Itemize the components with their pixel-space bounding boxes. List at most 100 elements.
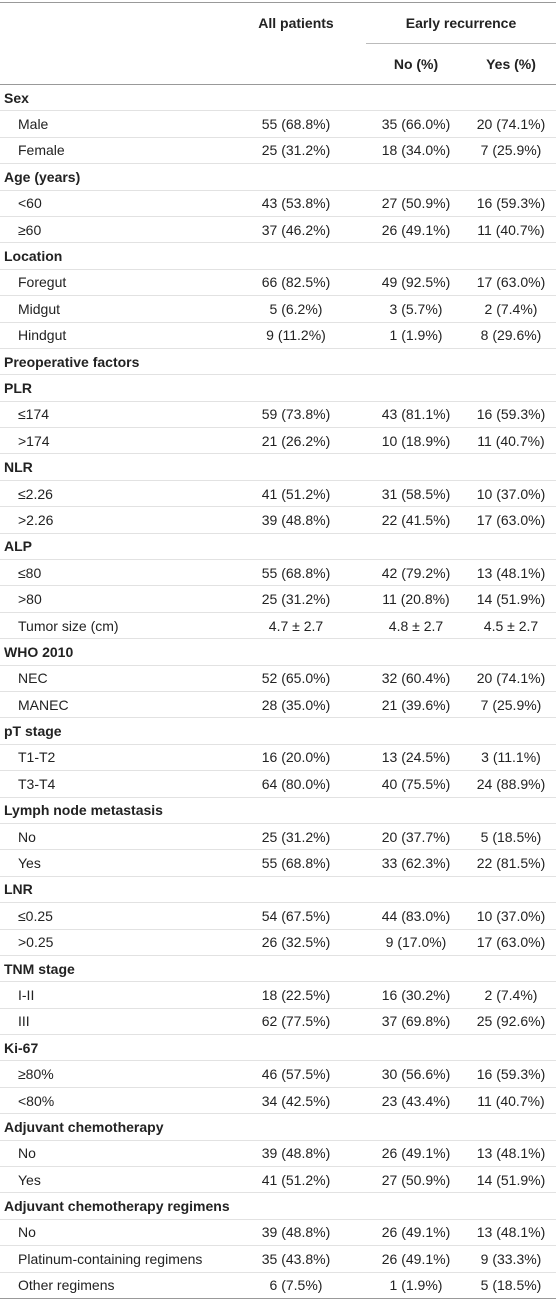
value-cell: 20 (37.7%) [381, 828, 451, 845]
table-row: <80% 34 (42.5%) 23 (43.4%) 11 (40.7%) [0, 1087, 556, 1114]
value-cell: 27 (50.9%) [381, 1171, 451, 1188]
value-cell: 5 (18.5%) [480, 1277, 542, 1294]
table-row: ALP [0, 533, 556, 560]
value-cell: 41 (51.2%) [261, 485, 331, 502]
table-body: Sex Male 55 (68.8%) 35 (66.0%) 20 (74.1%) Fem… [0, 85, 556, 1299]
row-label: NEC [18, 670, 48, 687]
value-cell: 16 (20.0%) [261, 749, 331, 766]
table-row: Adjuvant chemotherapy [0, 1114, 556, 1141]
table-row: ≥60 37 (46.2%) 26 (49.1%) 11 (40.7%) [0, 216, 556, 243]
value-cell: 11 (40.7%) [477, 432, 545, 449]
section-label: TNM stage [4, 960, 75, 977]
value-cell: 18 (22.5%) [261, 986, 331, 1003]
header-cell: No (%) [393, 56, 439, 72]
value-cell: 55 (68.8%) [261, 855, 331, 872]
value-cell: 33 (62.3%) [381, 855, 451, 872]
table-row: >0.25 26 (32.5%) 9 (17.0%) 17 (63.0%) [0, 929, 556, 956]
value-cell: 4.8 ± 2.7 [388, 617, 444, 634]
table-row: Ki-67 [0, 1035, 556, 1061]
row-label: Other regimens [18, 1277, 115, 1294]
value-cell: 17 (63.0%) [476, 274, 546, 291]
header-cell [0, 44, 226, 85]
value-cell: 46 (57.5%) [261, 1066, 331, 1083]
value-cell: 31 (58.5%) [381, 485, 451, 502]
section-label: Lymph node metastasis [4, 802, 163, 819]
value-cell: 8 (29.6%) [480, 327, 542, 344]
section-label: Adjuvant chemotherapy [4, 1118, 164, 1135]
value-cell: 9 (17.0%) [385, 934, 447, 951]
value-cell: 41 (51.2%) [261, 1171, 331, 1188]
table-row: III 62 (77.5%) 37 (69.8%) 25 (92.6%) [0, 1008, 556, 1035]
value-cell: 20 (74.1%) [476, 670, 546, 687]
value-cell: 25 (31.2%) [261, 828, 331, 845]
section-label: NLR [4, 459, 33, 476]
value-cell: 13 (48.1%) [476, 1224, 546, 1241]
row-label: Male [18, 116, 49, 133]
value-cell: 4.5 ± 2.7 [483, 617, 539, 634]
row-label: ≥80% [18, 1066, 54, 1083]
value-cell: 55 (68.8%) [261, 564, 331, 581]
value-cell: 5 (18.5%) [480, 828, 542, 845]
value-cell: 26 (49.1%) [381, 221, 451, 238]
table-row: ≤174 59 (73.8%) 43 (81.1%) 16 (59.3%) [0, 401, 556, 428]
table-row: LNR [0, 876, 556, 903]
value-cell: 17 (63.0%) [476, 934, 546, 951]
table-row: >174 21 (26.2%) 10 (18.9%) 11 (40.7%) [0, 428, 556, 454]
header-cell: Yes (%) [486, 56, 536, 72]
row-label: Hindgut [18, 327, 67, 344]
row-label: ≤2.26 [18, 485, 53, 502]
row-label: >2.26 [18, 511, 54, 528]
value-cell: 26 (32.5%) [261, 934, 331, 951]
value-cell: 55 (68.8%) [261, 116, 331, 133]
table-row: Platinum-containing regimens 35 (43.8%) 26… [0, 1246, 556, 1273]
value-cell: 27 (50.9%) [381, 195, 451, 212]
row-label: Foregut [18, 274, 67, 291]
value-cell: 22 (41.5%) [381, 511, 451, 528]
section-label: Adjuvant chemotherapy regimens [4, 1198, 230, 1215]
value-cell: 17 (63.0%) [476, 511, 546, 528]
table-header: All patients Early recurrence No (%) Yes… [0, 2, 556, 85]
table-row: Yes 41 (51.2%) 27 (50.9%) 14 (51.9%) [0, 1167, 556, 1193]
value-cell: 42 (79.2%) [381, 564, 451, 581]
value-cell: 37 (46.2%) [261, 221, 331, 238]
value-cell: 5 (6.2%) [269, 300, 323, 317]
header-row: All patients Early recurrence [0, 2, 556, 44]
table-row: TNM stage [0, 955, 556, 982]
table-row: Yes 55 (68.8%) 33 (62.3%) 22 (81.5%) [0, 850, 556, 877]
table-row: Female 25 (31.2%) 18 (34.0%) 7 (25.9%) [0, 137, 556, 164]
value-cell: 10 (18.9%) [381, 432, 451, 449]
table-row: WHO 2010 [0, 639, 556, 666]
value-cell: 43 (81.1%) [381, 406, 451, 423]
row-label: No [18, 828, 36, 845]
value-cell: 7 (25.9%) [480, 142, 542, 159]
table-row: Foregut 66 (82.5%) 49 (92.5%) 17 (63.0%) [0, 269, 556, 296]
section-label: LNR [4, 881, 33, 898]
value-cell: 34 (42.5%) [261, 1092, 331, 1109]
table-row: NEC 52 (65.0%) 32 (60.4%) 20 (74.1%) [0, 665, 556, 692]
value-cell: 16 (30.2%) [381, 986, 451, 1003]
value-cell: 6 (7.5%) [269, 1277, 323, 1294]
table-row: pT stage [0, 718, 556, 745]
row-label: ≤174 [18, 406, 50, 423]
value-cell: 25 (31.2%) [261, 142, 331, 159]
section-label: Location [4, 248, 63, 265]
value-cell: 39 (48.8%) [261, 511, 331, 528]
table-row: ≤80 55 (68.8%) 42 (79.2%) 13 (48.1%) [0, 560, 556, 586]
value-cell: 10 (37.0%) [476, 907, 546, 924]
table-row: <60 43 (53.8%) 27 (50.9%) 16 (59.3%) [0, 190, 556, 217]
table-row: Other regimens 6 (7.5%) 1 (1.9%) 5 (18.5%) [0, 1272, 556, 1299]
table-row: Location [0, 243, 556, 270]
table-row: No 39 (48.8%) 26 (49.1%) 13 (48.1%) [0, 1140, 556, 1167]
value-cell: 35 (66.0%) [381, 116, 451, 133]
row-label: Female [18, 142, 65, 159]
table-row: NLR [0, 454, 556, 481]
value-cell: 43 (53.8%) [261, 195, 331, 212]
table-row: Age (years) [0, 164, 556, 191]
header-row: No (%) Yes (%) [0, 44, 556, 85]
value-cell: 21 (39.6%) [381, 696, 451, 713]
value-cell: 39 (48.8%) [261, 1224, 331, 1241]
row-label: No [18, 1224, 36, 1241]
value-cell: 16 (59.3%) [476, 1066, 546, 1083]
